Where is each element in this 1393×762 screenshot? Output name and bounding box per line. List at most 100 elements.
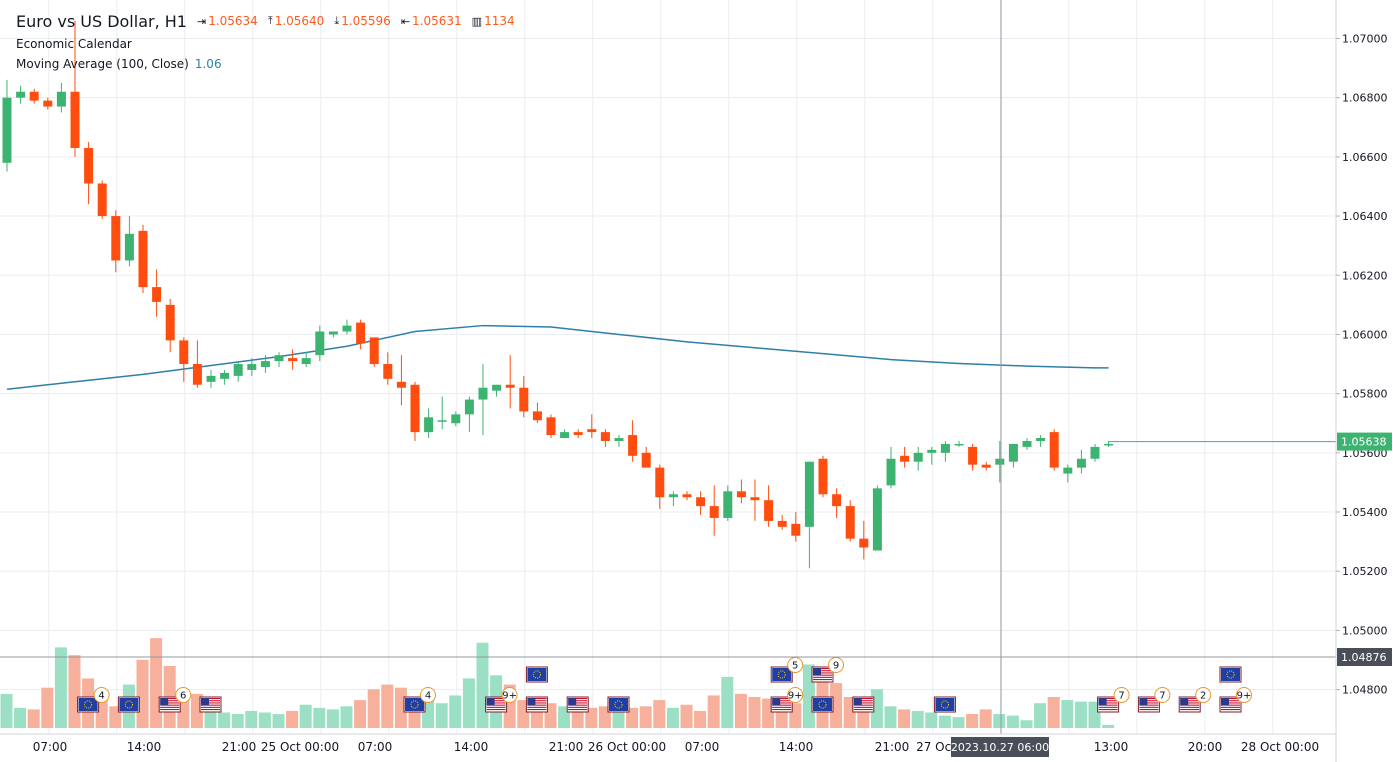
flag-stripe (1221, 698, 1240, 700)
candle-body (1076, 458, 1086, 468)
volume-bar (476, 642, 489, 728)
candle (736, 479, 746, 504)
time-tick-label: 25 Oct 00:00 (261, 740, 339, 754)
candle (859, 520, 869, 560)
flag-field (405, 698, 424, 711)
us-flag-icon[interactable]: 9+ (770, 687, 804, 713)
candle-body (818, 458, 828, 495)
eu-flag-icon[interactable] (1219, 666, 1242, 683)
eu-flag-icon[interactable] (117, 696, 140, 713)
flag-field (1221, 668, 1240, 681)
candle (913, 446, 923, 471)
eu-flag-icon[interactable] (933, 696, 956, 713)
candle (709, 485, 719, 536)
volume-layer (0, 638, 1115, 728)
volume-bar (993, 714, 1006, 728)
us-flag-icon[interactable]: 6 (158, 687, 192, 713)
flag-field (78, 698, 98, 711)
us-flag-icon[interactable] (566, 696, 589, 713)
candle-body (410, 384, 420, 433)
flag-canton (1098, 698, 1107, 705)
flag-stripe (1139, 702, 1159, 704)
us-flag-icon[interactable]: 9+ (1219, 687, 1252, 713)
eu-flag-icon[interactable]: 4 (77, 687, 110, 713)
us-flag-icon[interactable] (199, 696, 222, 713)
candle (206, 369, 216, 388)
candle (111, 210, 121, 273)
candle-body (668, 494, 678, 498)
us-flag-icon[interactable] (852, 696, 875, 713)
candle (1090, 443, 1100, 462)
flag-stripe (486, 706, 506, 708)
candle-body (723, 491, 733, 518)
candle (464, 396, 474, 433)
flag-stripe (813, 672, 832, 674)
volume-bar (14, 707, 27, 728)
event-count-text: 9+ (502, 691, 517, 702)
flag-canton (486, 698, 495, 705)
candle (981, 461, 991, 471)
candle (315, 325, 325, 362)
eu-flag-icon[interactable]: 5 (770, 657, 804, 683)
flag-stripe (486, 704, 506, 706)
open-value: ⇥ 1.05634 (196, 14, 258, 28)
us-flag-icon[interactable]: 7 (1137, 687, 1171, 713)
eu-flag-icon[interactable]: 4 (403, 687, 436, 713)
candle (600, 429, 610, 447)
candle-body (628, 435, 638, 456)
candle-body (84, 147, 94, 184)
volume-bar (721, 676, 734, 728)
us-flag-icon[interactable]: 2 (1178, 687, 1212, 713)
candle (233, 361, 243, 382)
us-flag-icon[interactable]: 9 (811, 657, 844, 683)
eu-flag-icon[interactable] (607, 696, 630, 713)
us-flag-icon[interactable]: 7 (1097, 687, 1130, 713)
candle (179, 337, 189, 382)
time-tick-label: 20:00 (1188, 740, 1223, 754)
event-count-text: 9+ (1237, 691, 1252, 702)
candle (396, 355, 406, 406)
economic-calendar-label[interactable]: Economic Calendar (16, 37, 132, 51)
flag-field (527, 668, 547, 681)
candle-body (709, 506, 719, 518)
volume-bar (286, 710, 299, 728)
flag-canton (201, 698, 209, 705)
volume-icon: ▥ (471, 14, 483, 28)
us-flag-icon[interactable] (525, 696, 548, 713)
candle-body (356, 322, 366, 344)
candle-body (940, 443, 950, 453)
flag-field (813, 698, 832, 711)
candle (56, 82, 66, 113)
economic-calendar-layer[interactable]: 4 6 4 9+ 9+ 5 9 7 7 2 9+ (77, 657, 1252, 713)
candle (655, 464, 665, 510)
volume-bar (966, 714, 979, 728)
volume-bar (231, 714, 244, 728)
volume-bar (326, 709, 339, 728)
eu-flag-icon[interactable] (811, 696, 834, 713)
us-flag-icon[interactable]: 9+ (485, 687, 518, 713)
volume-bar (1006, 715, 1019, 728)
event-count-badge (1195, 687, 1212, 703)
candle (900, 446, 910, 468)
time-tick-label: 07:00 (685, 740, 720, 754)
candle-body (274, 355, 284, 362)
candle-body (1090, 446, 1100, 459)
price-axis[interactable]: 1.07000 1.06800 1.06600 1.06400 1.06200 1.060… (1335, 0, 1393, 762)
candle (288, 349, 298, 370)
candle-body (396, 381, 406, 388)
candle (124, 216, 134, 267)
flag-stripe (160, 704, 180, 706)
symbol-title[interactable]: Euro vs US Dollar, H1 (16, 11, 187, 31)
eu-flag-icon[interactable] (525, 666, 548, 683)
crosshair-time-label: 2023.10.27 06:00 (951, 741, 1049, 754)
candle (886, 446, 896, 489)
time-tick-label: 21:00 (222, 740, 257, 754)
moving-average-legend[interactable]: Moving Average (100, Close) 1.06 (16, 54, 515, 74)
candle-body (872, 488, 882, 551)
candle (260, 355, 270, 373)
candle-body (2, 97, 12, 163)
event-count-text: 9 (833, 661, 839, 672)
candle (29, 88, 39, 104)
time-axis[interactable]: 07:00 14:00 21:00 25 Oct 00:00 07:00 14:00 21:… (0, 733, 1336, 757)
